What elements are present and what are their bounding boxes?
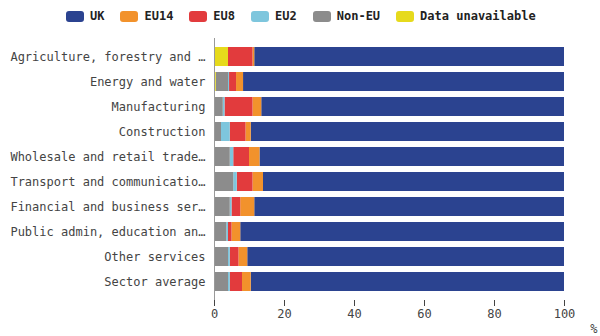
svg-text:%: % [590, 322, 598, 336]
svg-text:0: 0 [211, 307, 218, 321]
svg-text:40: 40 [347, 307, 361, 321]
svg-text:Agriculture, forestry and …: Agriculture, forestry and … [10, 50, 205, 64]
html-text:EU14: EU14 [144, 9, 174, 23]
svg-text:Energy and water: Energy and water [90, 75, 206, 89]
svg-text:Manufacturing: Manufacturing [112, 100, 206, 114]
svg-text:20: 20 [277, 307, 291, 321]
html-text:EU8: EU8 [213, 9, 235, 23]
html-text:Non-EU: Non-EU [336, 9, 381, 23]
svg-text:Financial and business ser…: Financial and business ser… [10, 200, 205, 214]
svg-text:Construction: Construction [119, 125, 206, 139]
svg-text:Sector average: Sector average [104, 275, 205, 289]
html-text:Data unavailable: Data unavailable [420, 9, 536, 23]
svg-text:Public admin, education an…: Public admin, education an… [10, 225, 205, 239]
html-text:EU2: EU2 [275, 9, 297, 23]
svg-text:60: 60 [417, 307, 431, 321]
html-text:UK: UK [90, 9, 105, 23]
svg-text:Other services: Other services [104, 250, 205, 264]
svg-text:Transport and communicatio…: Transport and communicatio… [10, 175, 205, 189]
svg-text:Wholesale and retail trade…: Wholesale and retail trade… [10, 150, 205, 164]
svg-text:100: 100 [554, 307, 576, 321]
svg-text:80: 80 [487, 307, 501, 321]
